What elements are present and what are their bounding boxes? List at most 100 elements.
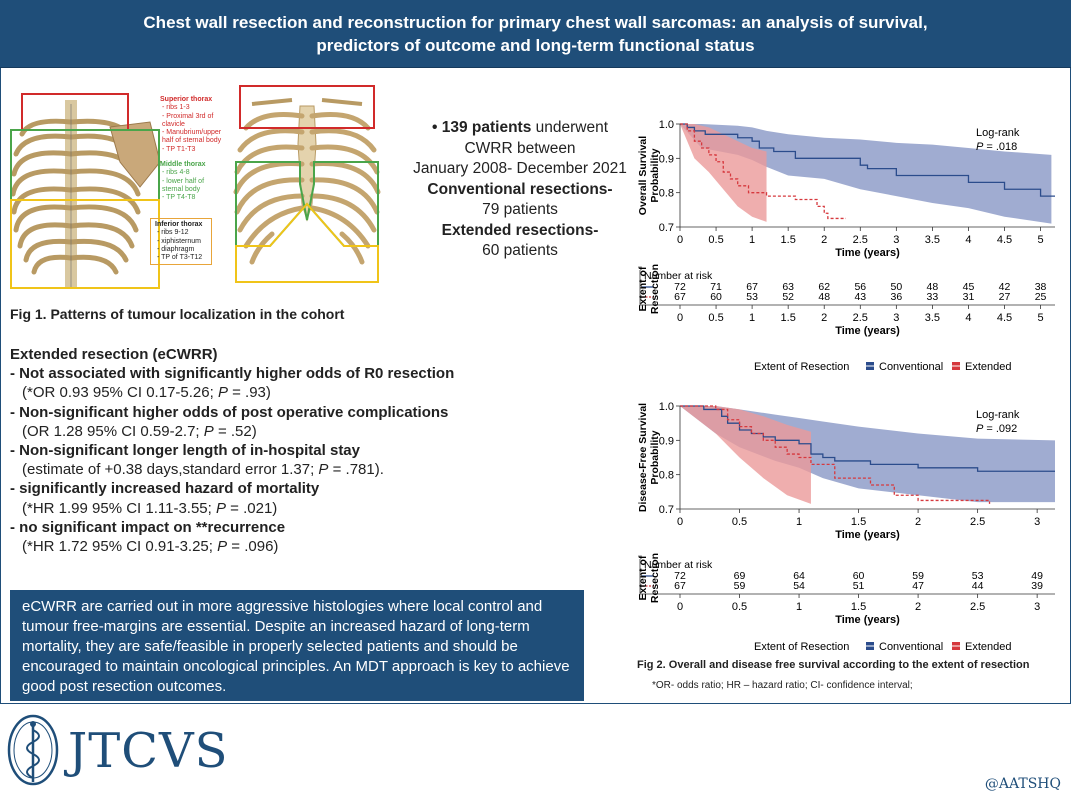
risk-value: 51 [853, 580, 865, 592]
findings-list: Extended resection (eCWRR) - Not associa… [10, 345, 530, 556]
x-tick-label: 5 [1038, 234, 1044, 246]
ci-band-extended [680, 406, 811, 504]
risk-y-axis-title: Extent ofResection [637, 264, 661, 314]
x-tick-label: 2 [821, 234, 827, 246]
risk-value: 59 [734, 580, 746, 592]
finding-item: - no significant impact on **recurrence … [10, 518, 286, 556]
y-axis-title-line: Probability [649, 430, 661, 484]
logrank-label: Log-rank [976, 127, 1020, 139]
risk-value: 50 [891, 281, 903, 293]
risk-x-tick-label: 0.5 [732, 601, 747, 613]
risk-value: 56 [854, 281, 866, 293]
risk-x-tick-label: 0 [677, 312, 683, 324]
risk-x-tick-label: 3 [1034, 601, 1040, 613]
risk-value: 44 [972, 580, 984, 592]
fig1-caption: Fig 1. Patterns of tumour localization i… [10, 306, 345, 322]
risk-x-tick-label: 2 [915, 601, 921, 613]
risk-value: 39 [1031, 580, 1043, 592]
km-line-extended [680, 123, 846, 220]
risk-value: 48 [927, 281, 939, 293]
km-line-conventional [680, 405, 1055, 472]
risk-value: 54 [793, 580, 805, 592]
conventional-label: Conventional resections- [427, 180, 613, 198]
y-axis-title: Overall SurvivalProbability [637, 136, 661, 215]
x-tick-label: 2.5 [853, 234, 868, 246]
conclusion-box: eCWRR are carried out in more aggressive… [10, 590, 584, 701]
risk-value: 72 [674, 570, 686, 582]
risk-value: 64 [793, 570, 805, 582]
risk-value: 53 [972, 570, 984, 582]
risk-y-axis-title: Extent ofResection [637, 553, 661, 603]
x-tick-label: 3 [1034, 516, 1040, 528]
risk-x-axis-title: Time (years) [835, 325, 900, 337]
x-tick-label: 2 [915, 516, 921, 528]
middle-thorax-legend: Middle thorax - ribs 4-8 - lower half of… [160, 161, 206, 202]
abbreviations-note: *OR- odds ratio; HR – hazard ratio; CI- … [652, 680, 913, 691]
risk-value: 62 [818, 281, 830, 293]
risk-x-tick-label: 5 [1038, 312, 1044, 324]
y-tick-label: 1.0 [659, 119, 674, 131]
x-tick-label: 0.5 [732, 516, 747, 528]
y-tick-label: 0.7 [659, 222, 674, 234]
logrank-p: P = .092 [976, 423, 1017, 435]
overall-survival-chart: 0.7 0.8 0.9 1.0 0 0.5 1 1.5 2 2.5 3 3.5 4 4.5 5 Time (y… [637, 119, 1055, 373]
y-tick-label: 1.0 [659, 401, 674, 413]
x-tick-label: 0 [677, 516, 683, 528]
risk-value: 53 [746, 291, 758, 303]
fig2-caption: Fig 2. Overall and disease free survival… [637, 659, 1030, 671]
risk-value: 33 [927, 291, 939, 303]
risk-y-axis-title-line: Extent of [637, 555, 649, 600]
y-tick-label: 0.8 [659, 188, 674, 200]
risk-x-tick-label: 2.5 [970, 601, 985, 613]
risk-value: 67 [674, 291, 686, 303]
logrank-p-letter: P [976, 423, 984, 435]
logrank-p: P = .018 [976, 141, 1017, 153]
legend-label-conventional: Conventional [879, 641, 943, 653]
legend-title: Extent of Resection [754, 361, 849, 373]
km-line-extended [680, 405, 991, 504]
disease-free-survival-chart: 0.7 0.8 0.9 1.0 0 0.5 1 1.5 2 2.5 3 Time (years) Dis… [637, 401, 1055, 653]
legend-label-extended: Extended [965, 641, 1011, 653]
risk-value: 60 [853, 570, 865, 582]
risk-x-tick-label: 4.5 [997, 312, 1012, 324]
risk-value: 59 [912, 570, 924, 582]
risk-value: 47 [912, 580, 924, 592]
finding-item: - Non-significant longer length of in-ho… [10, 442, 384, 479]
y-axis-title: Disease-Free SurvivalProbability [637, 403, 661, 512]
risk-x-tick-label: 2 [821, 312, 827, 324]
risk-x-tick-label: 3 [893, 312, 899, 324]
finding-item: - Non-significant higher odds of post op… [10, 403, 449, 440]
finding-item: - significantly increased hazard of mort… [10, 480, 320, 517]
conventional-value: 79 patients [482, 201, 558, 218]
risk-x-tick-label: 1 [796, 601, 802, 613]
logrank-p-value: = .092 [983, 423, 1017, 435]
rib-cage-back-illustration [10, 92, 170, 292]
risk-value: 38 [1035, 281, 1047, 293]
x-tick-label: 1.5 [781, 234, 796, 246]
ci-band-conventional [680, 124, 1052, 224]
x-tick-label: 1.5 [851, 516, 866, 528]
y-tick-label: 0.9 [659, 153, 674, 165]
legend-title: Extent of Resection [754, 641, 849, 653]
risk-x-tick-label: 1 [749, 312, 755, 324]
risk-value: 49 [1031, 570, 1043, 582]
rib-cage-front-illustration [232, 84, 382, 284]
risk-x-tick-label: 4 [965, 312, 971, 324]
x-tick-label: 4.5 [997, 234, 1012, 246]
caduceus-logo-icon [7, 714, 59, 786]
journal-logo-text: JTCVS [68, 723, 229, 779]
extended-value: 60 patients [482, 242, 558, 259]
logrank-label: Log-rank [976, 409, 1020, 421]
km-line-conventional [680, 123, 1055, 197]
risk-x-tick-label: 3.5 [925, 312, 940, 324]
risk-table-title: Number at risk [644, 559, 713, 571]
risk-x-tick-label: 2.5 [853, 312, 868, 324]
social-handle: @AATSHQ [984, 776, 1061, 792]
logrank-p-value: = .018 [983, 141, 1017, 153]
y-tick-label: 0.7 [659, 504, 674, 516]
x-tick-label: 3.5 [925, 234, 940, 246]
x-tick-label: 4 [965, 234, 971, 246]
risk-x-axis-title: Time (years) [835, 614, 900, 626]
risk-value: 67 [746, 281, 758, 293]
risk-value: 48 [818, 291, 830, 303]
